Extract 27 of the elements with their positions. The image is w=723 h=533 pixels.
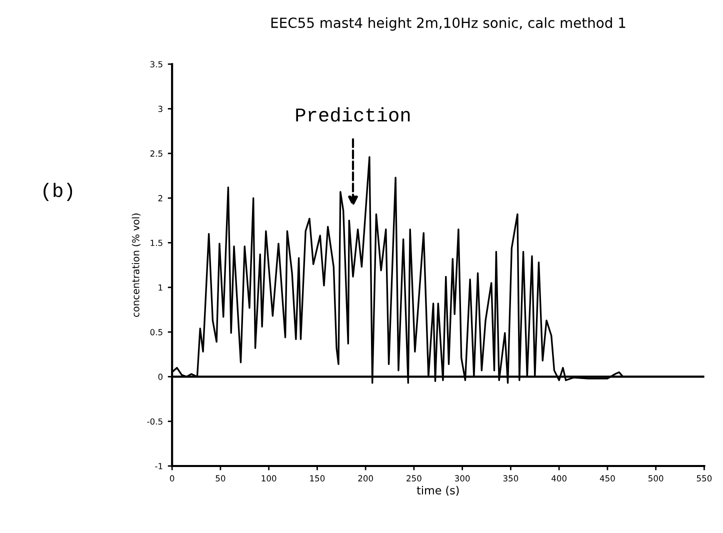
x-tick-label: 300 <box>455 475 470 482</box>
x-tick-label: 550 <box>696 475 712 482</box>
x-tick-label: 350 <box>503 475 518 482</box>
x-tick-label: 100 <box>262 475 276 482</box>
x-tick-label: 250 <box>406 475 422 482</box>
y-axis-title: concentration (% vol) <box>132 214 140 317</box>
x-tick-label: 50 <box>216 475 226 482</box>
x-tick-label: 500 <box>648 475 664 482</box>
y-tick-label: 2.5 <box>150 150 162 157</box>
annotation: Prediction <box>296 107 410 122</box>
y-tick-label: 2 <box>158 195 162 202</box>
text: (b) <box>44 182 72 201</box>
x-axis-title: time (s) <box>416 486 459 496</box>
y-tick-label: -1 <box>155 463 162 470</box>
y-tick-label: 3.5 <box>150 61 162 68</box>
chart-title: EEC55 mast4 height 2m,10Hz sonic, calc method 1 <box>271 17 626 31</box>
y-tick-label: 3 <box>158 106 162 112</box>
x-tick-label: 150 <box>310 475 325 482</box>
y-tick-label: -0.5 <box>147 418 162 425</box>
x-tick-label: 200 <box>358 475 373 482</box>
y-tick-label: 0.5 <box>150 329 162 336</box>
y-tick-label: 1.5 <box>150 240 162 246</box>
x-tick-label: 400 <box>552 475 566 482</box>
y-tick-label: 1 <box>158 284 162 291</box>
y-tick-label: 0 <box>158 374 162 380</box>
x-tick-label: 450 <box>600 475 615 482</box>
x-tick-label: 0 <box>170 475 174 482</box>
